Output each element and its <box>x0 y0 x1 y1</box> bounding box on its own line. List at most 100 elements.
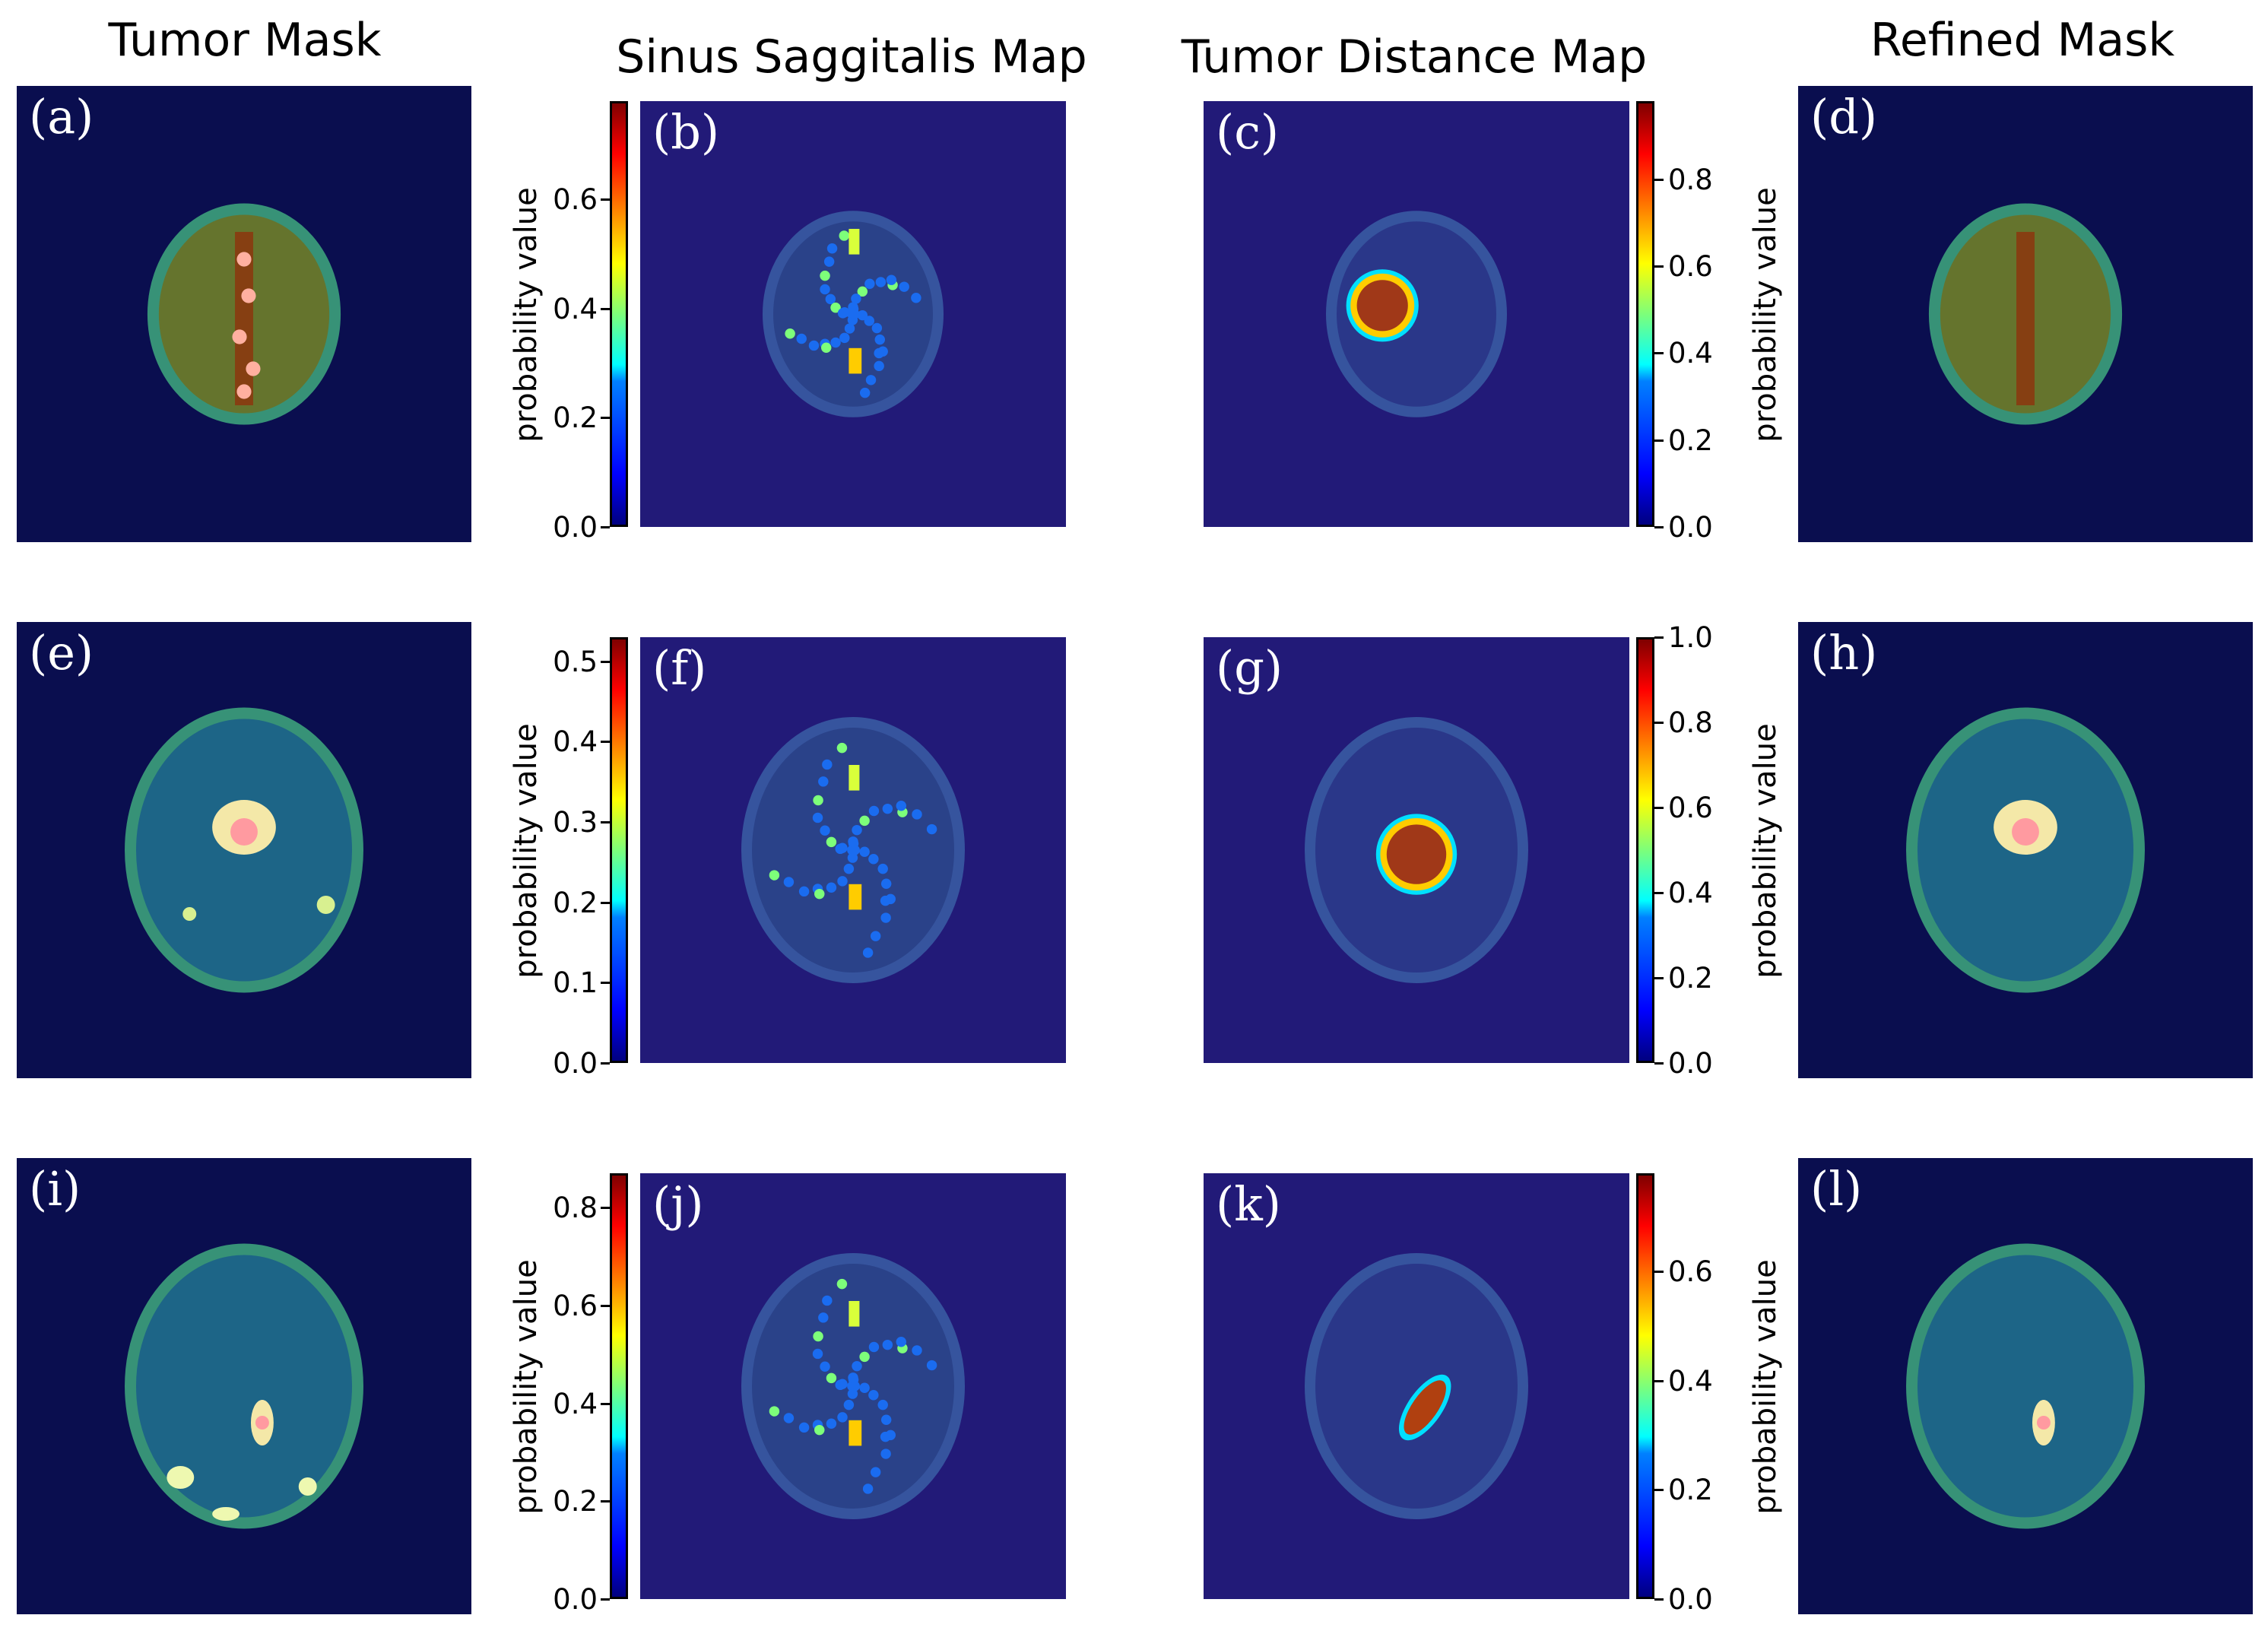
probability-speck <box>912 809 922 820</box>
probability-speck <box>844 323 855 334</box>
mask-spot <box>236 252 252 267</box>
colorbar-tick-label: 0.0 <box>553 1583 598 1616</box>
colorbar-tick-mark <box>601 660 610 663</box>
probability-speck <box>871 322 883 334</box>
panel-i: (i) <box>17 1158 471 1614</box>
probability-speck <box>843 863 855 874</box>
colorbar-tick-mark <box>601 1500 610 1503</box>
probability-speck <box>783 1413 795 1423</box>
probability-speck <box>870 931 881 941</box>
colorbar-tick-mark <box>1654 636 1664 639</box>
panel-j: (j) <box>640 1173 1066 1599</box>
sinus-hotspot <box>849 765 860 791</box>
probability-speck <box>880 1414 892 1425</box>
probability-speck <box>882 803 893 814</box>
probability-speck <box>814 1424 825 1436</box>
panel-label-e: (e) <box>29 625 94 681</box>
probability-speck <box>851 294 861 304</box>
probability-speck <box>899 281 909 292</box>
colorbar-tick-mark <box>601 1402 610 1405</box>
probability-speck <box>830 302 841 313</box>
sinus-hotspot <box>849 1420 862 1446</box>
probability-speck <box>812 812 823 823</box>
probability-speck <box>769 870 780 881</box>
probability-speck <box>862 947 874 958</box>
brain-slice <box>1906 1243 2145 1529</box>
colorbar-tick-label: 0.4 <box>1668 877 1713 909</box>
probability-speck <box>868 1390 879 1401</box>
colorbar-tick-label: 0.6 <box>1668 792 1713 824</box>
sinus-overlay <box>2016 232 2035 405</box>
probability-speck <box>886 274 897 285</box>
tumor-core <box>2012 818 2039 846</box>
colorbar-tick-mark <box>1654 1379 1664 1382</box>
colorbar-tick-label: 0.8 <box>1668 163 1713 196</box>
sinus-hotspot <box>849 229 860 255</box>
probability-speck <box>859 815 870 827</box>
colorbar-tick-label: 0.4 <box>553 292 598 325</box>
probability-speck <box>848 302 858 313</box>
panel-c: (c) <box>1204 101 1629 527</box>
distance-core <box>1356 280 1408 332</box>
colorbar-g <box>1636 637 1654 1063</box>
colorbar-tick-mark <box>601 821 610 824</box>
panel-label-c: (c) <box>1216 104 1280 160</box>
colorbar-tick-mark <box>1654 1271 1664 1274</box>
panel-label-a: (a) <box>29 89 94 144</box>
colorbar-tick-mark <box>601 1062 610 1065</box>
colorbar-tick-mark <box>1654 1489 1664 1492</box>
colorbar-tick-label: 0.2 <box>1668 424 1713 457</box>
probability-speck <box>877 346 888 357</box>
probability-speck <box>821 342 832 353</box>
colorbar-tick-mark <box>601 901 610 904</box>
false-positive <box>167 1466 195 1489</box>
distance-core <box>1404 1380 1446 1435</box>
tumor-core <box>230 818 258 846</box>
probability-speck <box>885 893 896 905</box>
panel-g: (g) <box>1204 637 1629 1063</box>
probability-speck <box>864 278 875 289</box>
mask-spot <box>246 361 261 376</box>
colorbar-tick-mark <box>1654 352 1664 355</box>
colorbar-tick-mark <box>1654 178 1664 181</box>
colorbar-tick-label: 0.2 <box>1668 962 1713 995</box>
colorbar-tick-label: 0.0 <box>1668 1047 1713 1080</box>
probability-speck <box>874 334 885 345</box>
probability-speck <box>837 1412 848 1423</box>
panel-label-d: (d) <box>1810 89 1878 144</box>
probability-speck <box>847 1388 858 1399</box>
false-positive <box>212 1507 240 1521</box>
probability-speck <box>769 1406 780 1417</box>
probability-speck <box>822 759 833 770</box>
false-positive <box>316 896 335 914</box>
colorbar-tick-label: 0.4 <box>1668 1364 1713 1398</box>
probability-speck <box>835 843 845 855</box>
probability-speck <box>826 243 838 254</box>
probability-speck <box>808 340 820 351</box>
colorbar-j <box>610 1173 628 1599</box>
colorbar-tick-label: 0.2 <box>553 886 598 919</box>
mask-spot <box>232 329 247 344</box>
probability-speck <box>837 876 848 887</box>
column-title-refined-mask: Refined Mask <box>1870 14 2175 67</box>
probability-speck <box>813 1331 823 1342</box>
colorbar-b <box>610 101 628 527</box>
colorbar-tick-mark <box>1654 722 1664 724</box>
colorbar-axis-label: probability value <box>1748 723 1783 979</box>
probability-speck <box>822 1295 833 1306</box>
probability-speck <box>885 1430 896 1441</box>
probability-speck <box>825 294 836 305</box>
probability-speck <box>820 270 830 281</box>
probability-speck <box>859 846 870 857</box>
panel-h: (h) <box>1798 622 2253 1078</box>
colorbar-tick-label: 0.2 <box>553 1485 598 1518</box>
probability-speck <box>783 877 795 887</box>
panel-label-l: (l) <box>1810 1161 1863 1217</box>
colorbar-tick-label: 0.1 <box>553 966 598 1000</box>
colorbar-tick-mark <box>1654 526 1664 528</box>
panel-k: (k) <box>1204 1173 1629 1599</box>
probability-speck <box>839 230 849 241</box>
probability-speck <box>926 1360 937 1371</box>
colorbar-tick-label: 0.8 <box>1668 706 1713 739</box>
probability-speck <box>857 286 868 297</box>
